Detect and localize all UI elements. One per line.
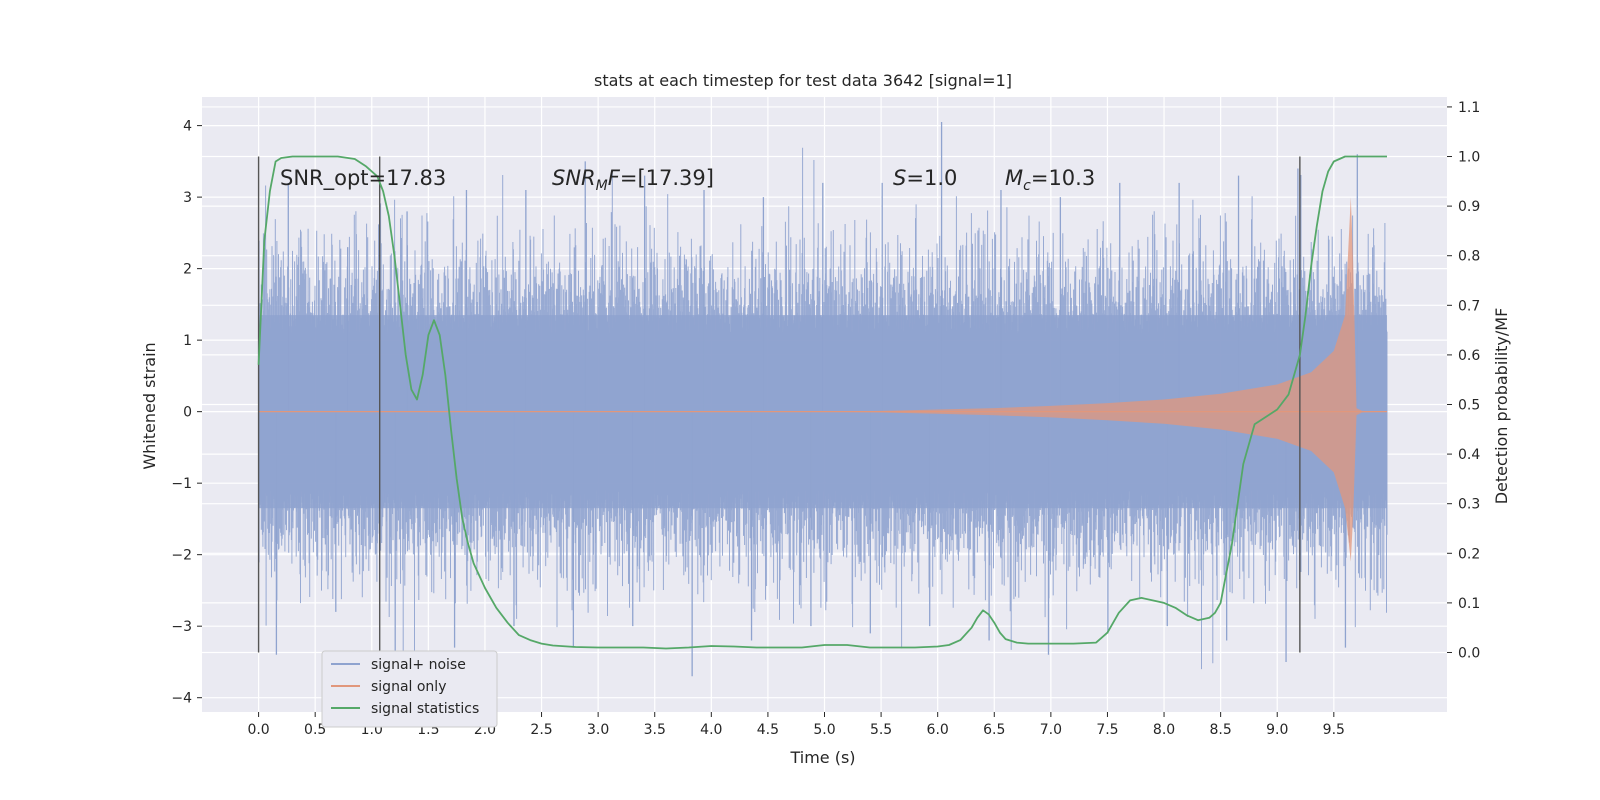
- annotation-s: S=1.0: [893, 166, 957, 190]
- legend-box: [321, 650, 498, 728]
- chart-title: stats at each timestep for test data 364…: [594, 71, 1012, 90]
- x-tick-label: 0.5: [304, 722, 326, 738]
- x-tick-label: 9.0: [1266, 722, 1288, 738]
- x-tick-label: 8.0: [1153, 722, 1175, 738]
- y2-tick-label: 0.3: [1458, 497, 1480, 513]
- y2-tick-label: 0.2: [1458, 546, 1480, 562]
- y2-tick-label: 0.6: [1458, 348, 1480, 364]
- y2-tick-label: 0.8: [1458, 249, 1480, 265]
- legend-label-signal-only: signal only: [371, 679, 446, 695]
- y-tick-label: −3: [171, 619, 192, 635]
- y2-axis-ticks: 1.1 1.0 0.9 0.8 0.7 0.6 0.5 0.4 0.3 0.2 0.1 0.0: [1447, 100, 1480, 661]
- y2-tick-label: 0.0: [1458, 645, 1480, 661]
- y-tick-label: 4: [183, 119, 192, 135]
- y-tick-label: −1: [171, 476, 192, 492]
- annotation-snr-opt: SNR_opt=17.83: [280, 166, 446, 191]
- x-tick-label: 3.0: [587, 722, 609, 738]
- series-signal-statistics: [257, 155, 1387, 650]
- x-tick-label: 7.5: [1096, 722, 1118, 738]
- x-axis-ticks: 0.0 0.5 1.0 1.5 2.0 2.5 3.0 3.5 4.0 4.5 5.0 5.5 6.0 6…: [247, 712, 1345, 738]
- y-tick-label: 0: [183, 405, 192, 421]
- y-axis-ticks: 4 3 2 1 0 −1 −2 −3 −4: [171, 119, 202, 707]
- y2-tick-label: 1.0: [1458, 150, 1480, 166]
- x-tick-label: 4.5: [757, 722, 779, 738]
- annotation-snr-mf: SNRMF=[17.39]: [552, 166, 714, 194]
- y-tick-label: −4: [171, 691, 192, 707]
- y2-tick-label: 0.4: [1458, 447, 1480, 463]
- x-tick-label: 6.0: [927, 722, 949, 738]
- x-tick-label: 7.0: [1040, 722, 1062, 738]
- y-tick-label: 1: [183, 333, 192, 349]
- legend-label-signal-noise: signal+ noise: [371, 657, 466, 673]
- y2-tick-label: 0.5: [1458, 398, 1480, 414]
- x-tick-label: 8.5: [1210, 722, 1232, 738]
- y-tick-label: −2: [171, 548, 192, 564]
- y2-tick-label: 0.7: [1458, 298, 1480, 314]
- x-tick-label: 9.5: [1323, 722, 1345, 738]
- y-tick-label: 2: [183, 262, 192, 278]
- statistics-line: [257, 155, 1387, 650]
- vertical-markers: [257, 156, 1301, 653]
- y-axis-label: Whitened strain: [140, 342, 159, 469]
- y2-tick-label: 1.1: [1458, 100, 1480, 116]
- x-tick-label: 5.5: [870, 722, 892, 738]
- y2-tick-label: 0.1: [1458, 596, 1480, 612]
- y-tick-label: 3: [183, 190, 192, 206]
- x-tick-label: 5.0: [813, 722, 835, 738]
- y2-tick-label: 0.9: [1458, 199, 1480, 215]
- x-axis-label: Time (s): [789, 748, 855, 767]
- x-tick-label: 4.0: [700, 722, 722, 738]
- x-tick-label: 3.5: [644, 722, 666, 738]
- series-signal-only: [258, 197, 1388, 562]
- x-tick-label: 6.5: [983, 722, 1005, 738]
- annotation-mc: Mc=10.3: [1005, 166, 1095, 194]
- x-tick-label: 0.0: [247, 722, 269, 738]
- legend-label-signal-statistics: signal statistics: [371, 701, 479, 717]
- y2-axis-label: Detection probability/MF: [1492, 308, 1511, 505]
- legend: signal+ noise signal only signal statist…: [321, 650, 498, 728]
- x-tick-label: 2.5: [530, 722, 552, 738]
